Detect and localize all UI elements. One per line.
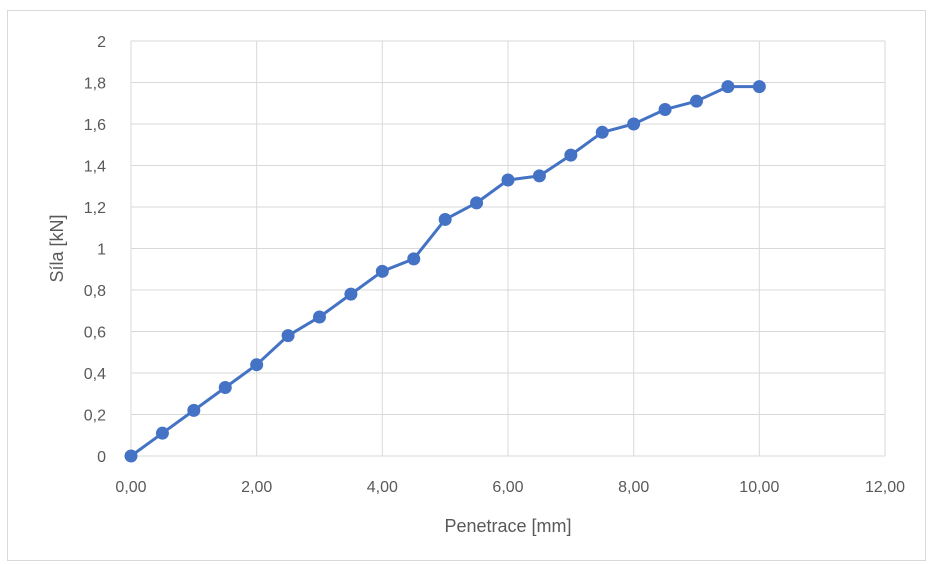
y-tick-label: 1,8 — [84, 76, 106, 93]
x-tick-label: 8,00 — [618, 479, 649, 496]
x-tick-label: 4,00 — [367, 479, 398, 496]
data-point — [752, 80, 766, 94]
data-point — [690, 94, 703, 108]
data-point — [375, 264, 389, 278]
data-point — [187, 403, 201, 417]
x-tick-labels: 0,00 2,00 4,00 6,00 8,00 10,00 12,00 — [115, 479, 905, 496]
series-layer — [124, 80, 766, 463]
y-tick-label: 0,8 — [84, 283, 106, 300]
data-point — [658, 102, 672, 116]
y-tick-label: 0,6 — [84, 325, 106, 342]
y-tick-label: 1,2 — [84, 200, 106, 217]
data-point — [438, 212, 452, 226]
data-point — [124, 449, 138, 463]
y-tick-labels: 0 0,2 0,4 0,6 0,8 1 1,2 1,4 1,6 1,8 2 — [84, 34, 106, 466]
y-tick-label: 1,4 — [84, 159, 106, 176]
data-point — [627, 117, 641, 131]
data-point — [313, 310, 326, 324]
x-axis-title: Penetrace [mm] — [444, 516, 571, 536]
y-tick-label: 2 — [97, 34, 106, 51]
data-point — [250, 358, 264, 372]
y-tick-label: 0 — [97, 449, 106, 466]
y-tick-label: 1,6 — [84, 117, 106, 134]
x-tick-label: 0,00 — [115, 479, 146, 496]
data-point — [470, 196, 484, 210]
data-point — [344, 287, 358, 301]
data-point — [218, 381, 232, 395]
x-tick-label: 12,00 — [865, 479, 905, 496]
data-point — [407, 252, 421, 266]
x-tick-label: 10,00 — [739, 479, 779, 496]
gridlines — [130, 40, 886, 457]
x-tick-label: 2,00 — [241, 479, 272, 496]
data-point — [564, 148, 578, 162]
y-tick-label: 1 — [97, 242, 106, 259]
data-point — [532, 169, 546, 183]
data-point — [595, 125, 609, 139]
y-axis-title: Síla [kN] — [47, 214, 67, 282]
chart-frame — [7, 10, 926, 561]
data-point — [281, 329, 295, 343]
x-tick-label: 6,00 — [492, 479, 523, 496]
data-point — [501, 173, 515, 187]
y-tick-label: 0,4 — [84, 366, 106, 383]
y-tick-label: 0,2 — [84, 408, 106, 425]
data-point — [155, 426, 169, 440]
data-point — [721, 80, 735, 94]
series-line — [130, 85, 760, 458]
